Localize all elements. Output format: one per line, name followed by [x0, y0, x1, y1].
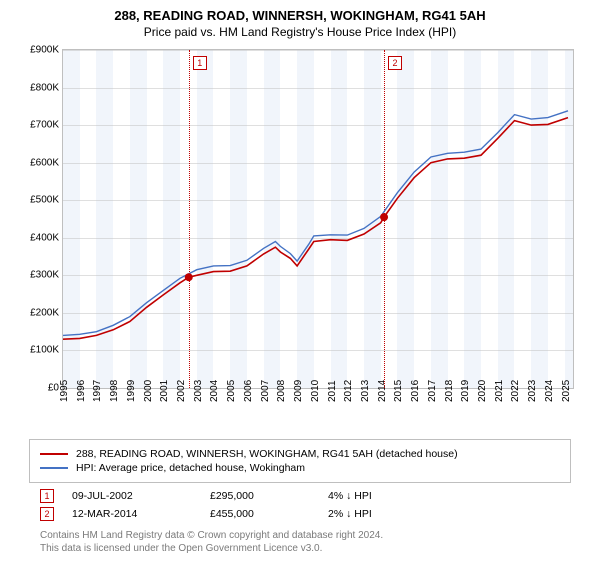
- legend: 288, READING ROAD, WINNERSH, WOKINGHAM, …: [29, 439, 571, 483]
- legend-label: HPI: Average price, detached house, Woki…: [76, 462, 305, 474]
- footer-attribution: Contains HM Land Registry data © Crown c…: [40, 529, 560, 555]
- y-tick-label: £100K: [30, 345, 63, 356]
- sale-date: 09-JUL-2002: [72, 490, 192, 502]
- sale-row: 1 09-JUL-2002 £295,000 4% ↓ HPI: [40, 489, 560, 503]
- y-tick-label: £800K: [30, 82, 63, 93]
- y-tick-label: £900K: [30, 45, 63, 56]
- legend-swatch: [40, 453, 68, 455]
- y-tick-label: £300K: [30, 270, 63, 281]
- y-tick-label: £600K: [30, 157, 63, 168]
- legend-item: 288, READING ROAD, WINNERSH, WOKINGHAM, …: [40, 448, 560, 460]
- page-title: 288, READING ROAD, WINNERSH, WOKINGHAM, …: [0, 8, 600, 23]
- event-point: [380, 213, 388, 221]
- sales-table: 1 09-JUL-2002 £295,000 4% ↓ HPI 2 12-MAR-2014…: [40, 489, 560, 521]
- y-tick-label: £500K: [30, 195, 63, 206]
- legend-label: 288, READING ROAD, WINNERSH, WOKINGHAM, …: [76, 448, 458, 460]
- y-tick-label: £200K: [30, 307, 63, 318]
- sale-delta: 2% ↓ HPI: [328, 508, 448, 520]
- footer-line-2: This data is licensed under the Open Gov…: [40, 542, 560, 555]
- event-point: [185, 273, 193, 281]
- series-property: [63, 118, 568, 340]
- sale-row: 2 12-MAR-2014 £455,000 2% ↓ HPI: [40, 507, 560, 521]
- y-tick-label: £700K: [30, 120, 63, 131]
- sale-price: £455,000: [210, 508, 310, 520]
- footer-line-1: Contains HM Land Registry data © Crown c…: [40, 529, 560, 542]
- sale-marker: 1: [40, 489, 54, 503]
- series-svg: [63, 50, 573, 388]
- sale-date: 12-MAR-2014: [72, 508, 192, 520]
- sale-marker: 2: [40, 507, 54, 521]
- page-subtitle: Price paid vs. HM Land Registry's House …: [0, 25, 600, 39]
- sale-price: £295,000: [210, 490, 310, 502]
- y-tick-label: £400K: [30, 232, 63, 243]
- legend-item: HPI: Average price, detached house, Woki…: [40, 462, 560, 474]
- sale-delta: 4% ↓ HPI: [328, 490, 448, 502]
- price-chart: £0£100K£200K£300K£400K£500K£600K£700K£80…: [20, 49, 580, 409]
- legend-swatch: [40, 467, 68, 469]
